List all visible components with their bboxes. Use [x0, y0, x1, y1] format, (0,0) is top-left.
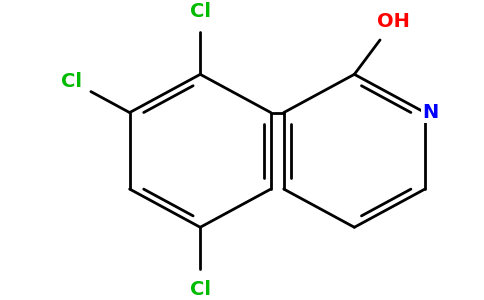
Text: OH: OH	[377, 12, 410, 31]
Text: Cl: Cl	[190, 280, 211, 299]
Text: Cl: Cl	[61, 72, 82, 91]
Text: N: N	[422, 103, 438, 122]
Text: Cl: Cl	[190, 2, 211, 21]
